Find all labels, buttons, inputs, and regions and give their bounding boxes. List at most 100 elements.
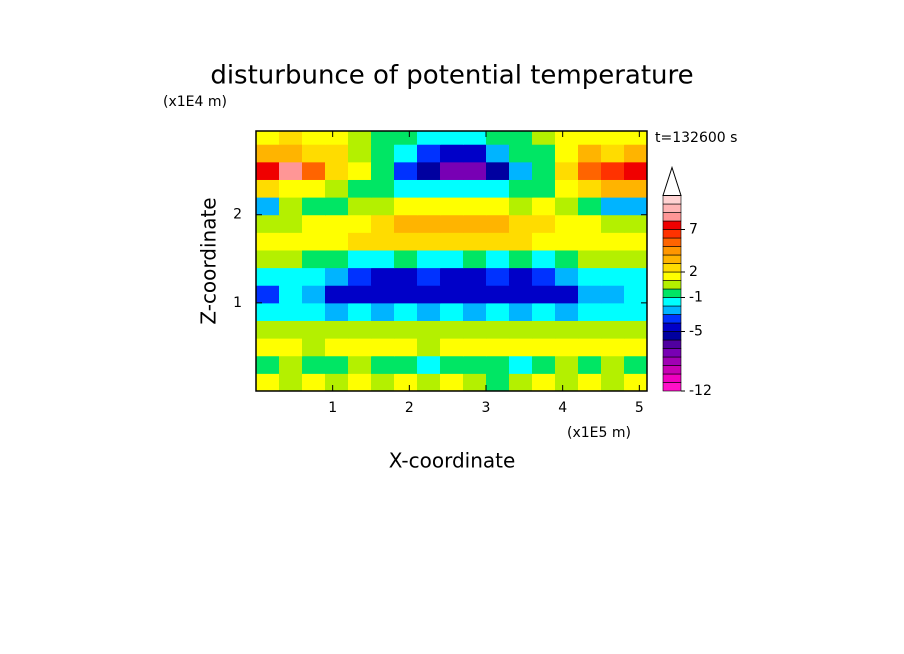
contour-cell: [486, 373, 510, 391]
contour-cell: [440, 232, 464, 251]
y-tick-label: 1: [233, 295, 242, 311]
contour-cell: [601, 214, 625, 233]
contour-cell: [371, 355, 395, 374]
contour-cell: [555, 320, 579, 339]
colorbar-box: [662, 288, 682, 298]
contour-cell: [624, 338, 647, 357]
contour-cell: [463, 197, 487, 216]
contour-cell: [440, 373, 464, 391]
contour-cell: [486, 214, 510, 233]
contour-cell: [486, 355, 510, 374]
colorbar-box: [662, 322, 682, 332]
colorbar-box: [662, 195, 682, 205]
contour-cell: [417, 373, 441, 391]
contour-cell: [394, 197, 418, 216]
contour-cell: [532, 214, 556, 233]
contour-cell: [256, 355, 280, 374]
colorbar-box: [662, 263, 682, 273]
contour-cell: [532, 302, 556, 321]
contour-cell: [509, 249, 533, 269]
contour-cell: [578, 179, 602, 198]
colorbar-box: [662, 271, 682, 281]
contour-cell: [417, 338, 441, 357]
contour-cell: [348, 285, 372, 304]
contour-cell: [279, 131, 303, 145]
contour-cell: [440, 249, 464, 269]
contour-cell: [279, 373, 303, 391]
contour-cell: [509, 144, 533, 163]
contour-cell: [601, 338, 625, 357]
contour-cell: [371, 131, 395, 145]
contour-cell: [371, 179, 395, 198]
contour-cell: [302, 131, 326, 145]
colorbar-box: [662, 382, 682, 392]
contour-cell: [302, 320, 326, 339]
contour-cell: [509, 161, 533, 180]
contour-cell: [256, 144, 280, 163]
contour-cell: [417, 249, 441, 269]
contour-cell: [440, 144, 464, 163]
contour-cell: [348, 267, 372, 286]
colorbar-tick-label: -1: [689, 290, 703, 306]
colorbar-box: [662, 246, 682, 256]
x-tick-label: 1: [328, 400, 337, 416]
contour-cell: [371, 373, 395, 391]
contour-cell: [325, 179, 349, 198]
contour-cell: [417, 302, 441, 321]
contour-cell: [555, 267, 579, 286]
contour-cell: [532, 179, 556, 198]
contour-cell: [279, 161, 303, 180]
contour-cell: [394, 285, 418, 304]
colorbar-box: [662, 348, 682, 358]
contour-cell: [325, 131, 349, 145]
contour-cell: [624, 302, 647, 321]
contour-cell: [348, 197, 372, 216]
contour-cell: [578, 302, 602, 321]
contour-cell: [486, 267, 510, 286]
contour-cell: [555, 249, 579, 269]
contour-cell: [555, 161, 579, 180]
contour-cell: [601, 267, 625, 286]
contour-cell: [279, 355, 303, 374]
contour-cell: [463, 249, 487, 269]
colorbar-box: [662, 314, 682, 324]
contour-cell: [348, 179, 372, 198]
x-tick-label: 2: [405, 400, 414, 416]
contour-cell: [394, 161, 418, 180]
contour-cell: [440, 320, 464, 339]
contour-cell: [348, 249, 372, 269]
contour-cell: [417, 355, 441, 374]
contour-cell: [325, 197, 349, 216]
colorbar-box: [662, 212, 682, 222]
contour-cell: [394, 267, 418, 286]
contour-cell: [417, 144, 441, 163]
contour-cell: [394, 232, 418, 251]
contour-cell: [302, 214, 326, 233]
colorbar-box: [662, 297, 682, 307]
contour-cell: [509, 197, 533, 216]
contour-cell: [463, 179, 487, 198]
contour-cell: [578, 355, 602, 374]
contour-cell: [440, 355, 464, 374]
contour-cell: [624, 197, 647, 216]
contour-cell: [440, 214, 464, 233]
colorbar-box: [662, 237, 682, 247]
colorbar-tick-label: -12: [689, 383, 712, 399]
contour-cell: [394, 131, 418, 145]
contour-cell: [440, 131, 464, 145]
contour-field: [256, 131, 647, 391]
contour-cell: [532, 267, 556, 286]
contour-cell: [279, 338, 303, 357]
contour-cell: [417, 197, 441, 216]
contour-cell: [624, 267, 647, 286]
contour-cell: [371, 144, 395, 163]
contour-cell: [555, 179, 579, 198]
contour-cell: [371, 197, 395, 216]
contour-cell: [463, 131, 487, 145]
contour-cell: [256, 267, 280, 286]
contour-cell: [325, 232, 349, 251]
x-tick-label: 5: [635, 400, 644, 416]
contour-cell: [624, 144, 647, 163]
contour-cell: [532, 285, 556, 304]
contour-cell: [624, 373, 647, 391]
